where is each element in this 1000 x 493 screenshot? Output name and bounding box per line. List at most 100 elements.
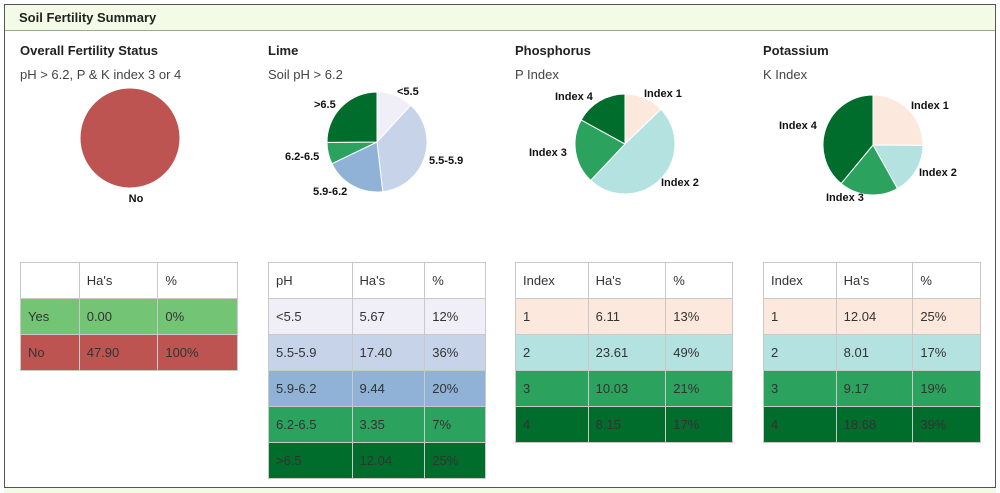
table-cell: 0% <box>157 298 238 335</box>
table-cell: 19% <box>912 370 981 407</box>
section-subtitle: K Index <box>763 67 808 82</box>
table-row: >6.5 12.04 25% <box>268 442 486 479</box>
slice-label: <5.5 <box>397 86 419 98</box>
table-cell: 0.00 <box>78 298 159 335</box>
column-header: Ha's <box>587 262 667 299</box>
table-cell: 12.04 <box>351 442 426 479</box>
table-cell: 25% <box>912 298 981 335</box>
table-cell: 100% <box>157 334 238 371</box>
table-cell: 1 <box>763 298 837 335</box>
column-header <box>20 262 80 299</box>
table-row: 2 23.61 49% <box>515 334 733 371</box>
table-header-row: Ha's% <box>20 262 238 299</box>
table-cell: 23.61 <box>587 334 667 371</box>
panel-title: Soil Fertility Summary <box>19 10 157 25</box>
table-cell: 2 <box>763 334 837 371</box>
slice-label: 6.2-6.5 <box>285 151 319 163</box>
table-cell: 3 <box>515 370 589 407</box>
pie-slice <box>580 93 626 145</box>
table-lime: pH Ha's% <5.5 5.67 12% 5.5-5.9 17.40 36% 5.9-6.2… <box>268 262 486 479</box>
table-header-row: Index Ha's% <box>515 262 733 299</box>
table-cell: 13% <box>665 298 733 335</box>
section-subtitle: P Index <box>515 67 559 82</box>
pie-slice <box>79 87 181 189</box>
table-cell: 17% <box>912 334 981 371</box>
table-row: 5.5-5.9 17.40 36% <box>268 334 486 371</box>
table-cell: 5.9-6.2 <box>268 370 353 407</box>
table-cell: 17% <box>665 406 733 443</box>
table-cell: 17.40 <box>351 334 426 371</box>
pie-slice <box>326 91 378 143</box>
pie-slice <box>376 104 428 193</box>
table-row: 5.9-6.2 9.44 20% <box>268 370 486 407</box>
column-header: Ha's <box>78 262 159 299</box>
table-cell: 5.5-5.9 <box>268 334 353 371</box>
section-title: Potassium <box>763 43 829 58</box>
pie-slice <box>574 119 626 182</box>
table-header-row: Index Ha's% <box>763 262 981 299</box>
table-cell: 47.90 <box>78 334 159 371</box>
column-header: pH <box>268 262 353 299</box>
table-row: 6.2-6.5 3.35 7% <box>268 406 486 443</box>
table-row: 3 10.03 21% <box>515 370 733 407</box>
table-header-row: pH Ha's% <box>268 262 486 299</box>
table-cell: 1 <box>515 298 589 335</box>
table-cell: 7% <box>424 406 486 443</box>
section-title: Overall Fertility Status <box>20 43 158 58</box>
slice-label: Index 1 <box>644 88 682 100</box>
slice-label: Index 4 <box>779 120 818 132</box>
table-cell: 9.44 <box>351 370 426 407</box>
table-row: No 47.90 100% <box>20 334 238 371</box>
table-cell: 25% <box>424 442 486 479</box>
section-subtitle: pH > 6.2, P & K index 3 or 4 <box>20 67 182 82</box>
slice-label: Index 3 <box>529 147 567 159</box>
table-row: 4 8.15 17% <box>515 406 733 443</box>
table-cell: 8.01 <box>835 334 914 371</box>
slice-label: Index 3 <box>826 192 864 204</box>
table-cell: No <box>20 334 80 371</box>
table-cell: 5.67 <box>351 298 426 335</box>
table-cell: 10.03 <box>587 370 667 407</box>
slice-label: >6.5 <box>314 99 336 111</box>
pie-slice <box>822 94 874 185</box>
pie-slice <box>331 141 384 193</box>
table-cell: 6.11 <box>587 298 667 335</box>
table-cell: 36% <box>424 334 486 371</box>
table-cell: Yes <box>20 298 80 335</box>
table-cell: 39% <box>912 406 981 443</box>
panel-header: Soil Fertility Summary <box>5 5 995 31</box>
table-row: 3 9.17 19% <box>763 370 981 407</box>
table-cell: 3 <box>763 370 837 407</box>
table-cell: 9.17 <box>835 370 914 407</box>
section-subtitle: Soil pH > 6.2 <box>268 67 343 82</box>
section-title: Lime <box>268 43 299 58</box>
table-cell: 3.35 <box>351 406 426 443</box>
slice-label: Index 2 <box>661 177 699 189</box>
pie-slice <box>840 144 899 196</box>
slice-label: Index 1 <box>911 100 949 112</box>
pie-slice <box>589 108 676 195</box>
column-header: % <box>665 262 733 299</box>
pie-slice <box>872 94 924 146</box>
table-row: 4 18.68 39% <box>763 406 981 443</box>
slice-label: Index 4 <box>555 91 594 103</box>
column-header: Index <box>763 262 837 299</box>
table-row: 2 8.01 17% <box>763 334 981 371</box>
table-cell: 12.04 <box>835 298 914 335</box>
table-cell: 4 <box>763 406 837 443</box>
bottom-border <box>4 487 996 493</box>
table-cell: 20% <box>424 370 486 407</box>
slice-label: Index 2 <box>919 167 957 179</box>
table-row: 1 6.11 13% <box>515 298 733 335</box>
slice-label: 5.5-5.9 <box>429 155 463 167</box>
table-row: 1 12.04 25% <box>763 298 981 335</box>
column-header: % <box>912 262 981 299</box>
pie-chart-lime: <5.5 5.5-5.9 5.9-6.2 6.2-6.5 >6.5 <box>285 86 463 198</box>
pie-chart-overall: No <box>79 87 181 205</box>
column-header: Ha's <box>835 262 914 299</box>
summary-panel: Soil Fertility Summary Overall Fertility… <box>4 4 996 488</box>
table-cell: 49% <box>665 334 733 371</box>
table-cell: 6.2-6.5 <box>268 406 353 443</box>
table-cell: 4 <box>515 406 589 443</box>
table-cell: 2 <box>515 334 589 371</box>
